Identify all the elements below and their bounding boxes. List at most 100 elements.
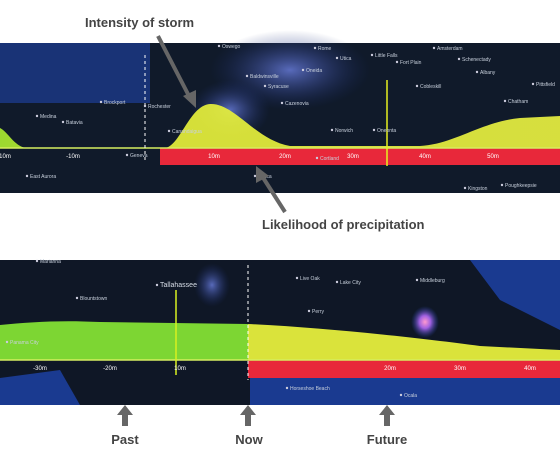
city-label: Cobleskill (420, 84, 441, 90)
timeline-label: 40m (419, 154, 431, 160)
city-label: Norwich (335, 128, 353, 134)
city-dot (475, 70, 479, 74)
city-dot (301, 68, 305, 72)
city-label: Cortland (320, 156, 339, 162)
water (470, 260, 560, 330)
timeline-label: 50m (487, 154, 499, 160)
city-dot (415, 278, 419, 282)
city-dot (395, 60, 399, 64)
city-label: Syracuse (268, 84, 289, 90)
city-dot (253, 174, 257, 178)
city-label: Oneida (306, 68, 322, 74)
timeline-label: 10m (174, 366, 186, 372)
city-label: Medina (40, 114, 57, 120)
city-label: Middleburg (420, 278, 445, 284)
lake (0, 43, 150, 103)
city-dot (457, 57, 461, 61)
city-dot (35, 259, 39, 263)
timeline-label: 10m (0, 154, 11, 160)
city-label: Oswego (222, 44, 241, 50)
forecast-area (248, 324, 560, 360)
city-label: Rochester (148, 104, 171, 110)
city-label: East Aurora (30, 174, 56, 180)
city-dot (25, 174, 29, 178)
label-now: Now (235, 432, 263, 447)
city-dot (372, 128, 376, 132)
label-past: Past (111, 432, 139, 447)
city-dot (295, 276, 299, 280)
city-dot (500, 183, 504, 187)
city-label: Utica (340, 56, 352, 62)
city-dot (463, 186, 467, 190)
city-dot (315, 156, 319, 160)
city-dot (503, 99, 507, 103)
city-dot (5, 340, 9, 344)
timeline-label: 20m (384, 366, 396, 372)
timeline-label: 40m (524, 366, 536, 372)
city-label: Cazenovia (285, 101, 309, 107)
arrow (156, 35, 192, 99)
timeline-label: -30m (33, 366, 47, 372)
city-dot (285, 386, 289, 390)
city-dot (125, 153, 129, 157)
arrow (260, 174, 287, 214)
city-dot (217, 44, 221, 48)
city-dot (245, 74, 249, 78)
timeline-label: -10m (66, 154, 80, 160)
city-dot (61, 120, 65, 124)
city-label: Lake City (340, 280, 361, 286)
city-label: Blountstown (80, 296, 107, 302)
city-label: Rome (318, 46, 332, 52)
city-dot (263, 84, 267, 88)
timeline-label: 10m (208, 154, 220, 160)
city-label: Chatham (508, 99, 528, 105)
city-label: Geneva (130, 153, 148, 159)
city-label: Live Oak (300, 276, 320, 282)
city-dot (143, 104, 147, 108)
bottom-arrows (117, 405, 395, 426)
bottom-panel: Tallahassee Marianna Blountstown Panama Cit… (0, 259, 560, 405)
city-dot (415, 84, 419, 88)
city-dot (280, 101, 284, 105)
city-label: Tallahassee (160, 282, 197, 289)
arrow-head (256, 166, 269, 183)
city-label: Batavia (66, 120, 83, 126)
city-label: Fort Plain (400, 60, 422, 66)
city-dot (75, 296, 79, 300)
city-label: Canandaigua (172, 129, 202, 135)
arrow-head (183, 90, 196, 108)
label-future: Future (367, 432, 407, 447)
city-label: Kingston (468, 186, 488, 192)
city-dot (167, 129, 171, 133)
city-label: Ocala (404, 393, 417, 399)
timeline-label: 20m (279, 154, 291, 160)
city-dot (155, 283, 159, 287)
timeline-label: 30m (454, 366, 466, 372)
city-label: Panama City (10, 340, 39, 346)
annotation: Likelihood of precipitation (262, 217, 425, 232)
precip-band (160, 148, 560, 165)
city-label: Little Falls (375, 53, 398, 59)
city-dot (99, 100, 103, 104)
radar-echo (411, 306, 439, 338)
city-label: Perry (312, 309, 324, 315)
city-label: Schenectady (462, 57, 491, 63)
city-label: Oneonta (377, 128, 396, 134)
city-label: Horseshoe Beach (290, 386, 330, 392)
city-dot (330, 128, 334, 132)
city-label: Poughkeepsie (505, 183, 537, 189)
city-dot (370, 53, 374, 57)
city-label: Marianna (40, 259, 61, 265)
city-dot (531, 82, 535, 86)
radar-echo (194, 263, 230, 307)
storm-intensity-area (0, 103, 560, 148)
city-label: Brockport (104, 100, 126, 106)
past-area (0, 321, 248, 360)
top-panel: Oswego Rochester Syracuse Utica Oneida Rome Li… (0, 30, 560, 193)
city-dot (432, 46, 436, 50)
city-dot (313, 46, 317, 50)
timeline-label: -20m (103, 366, 117, 372)
city-label: Pittsfield (536, 82, 555, 88)
water (0, 370, 560, 405)
